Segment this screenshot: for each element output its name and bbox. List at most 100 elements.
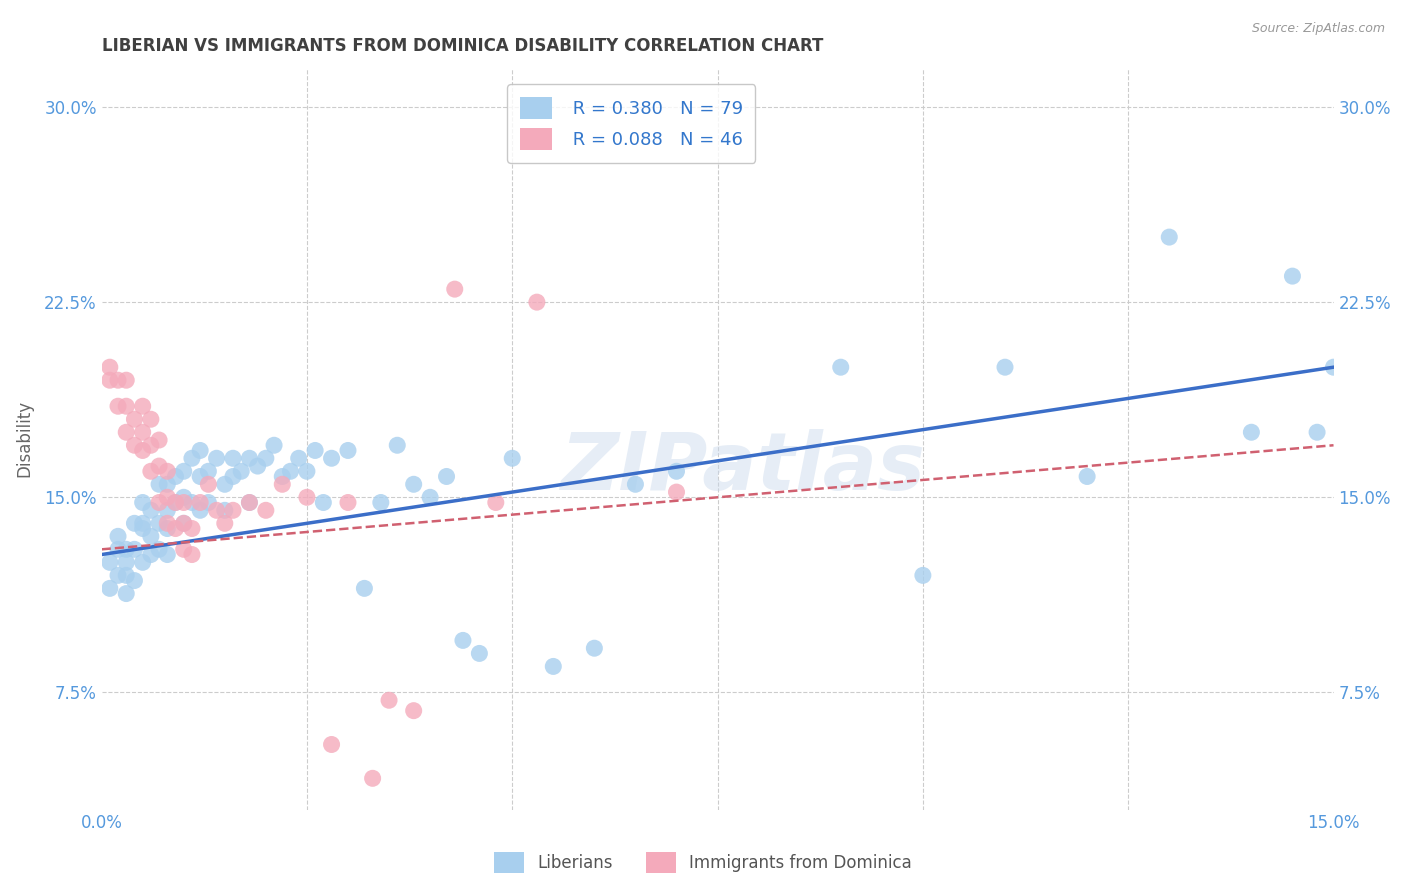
Point	[165, 522, 187, 536]
Point	[115, 425, 138, 440]
Point	[188, 443, 211, 458]
Point	[295, 491, 318, 505]
Point	[271, 469, 294, 483]
Point	[197, 495, 219, 509]
Point	[98, 360, 121, 375]
Point	[173, 464, 195, 478]
Point	[624, 477, 647, 491]
Point	[231, 464, 253, 478]
Point	[131, 522, 153, 536]
Text: Source: ZipAtlas.com: Source: ZipAtlas.com	[1251, 22, 1385, 36]
Point	[246, 459, 269, 474]
Point	[222, 469, 245, 483]
Point	[115, 542, 138, 557]
Point	[139, 412, 162, 426]
Point	[214, 516, 236, 531]
Point	[156, 503, 179, 517]
Point	[98, 582, 121, 596]
Point	[312, 495, 335, 509]
Point	[173, 516, 195, 531]
Point	[115, 373, 138, 387]
Point	[124, 516, 146, 531]
Point	[165, 495, 187, 509]
Point	[370, 495, 392, 509]
Point	[107, 529, 129, 543]
Point	[254, 503, 277, 517]
Point	[181, 495, 204, 509]
Point	[353, 582, 375, 596]
Point	[131, 516, 153, 531]
Point	[321, 738, 343, 752]
Point	[165, 469, 187, 483]
Point	[139, 503, 162, 517]
Point	[156, 491, 179, 505]
Point	[131, 555, 153, 569]
Point	[115, 586, 138, 600]
Point	[181, 522, 204, 536]
Point	[361, 772, 384, 786]
Point	[156, 548, 179, 562]
Point	[139, 438, 162, 452]
Point	[165, 495, 187, 509]
Point	[107, 568, 129, 582]
Point	[107, 373, 129, 387]
Point	[98, 555, 121, 569]
Point	[336, 495, 359, 509]
Point	[139, 464, 162, 478]
Point	[304, 443, 326, 458]
Point	[911, 568, 934, 582]
Point	[214, 477, 236, 491]
Point	[665, 464, 688, 478]
Point	[378, 693, 401, 707]
Point	[419, 491, 441, 505]
Point	[173, 495, 195, 509]
Point	[173, 516, 195, 531]
Point	[107, 542, 129, 557]
Point	[1076, 469, 1098, 483]
Text: LIBERIAN VS IMMIGRANTS FROM DOMINICA DISABILITY CORRELATION CHART: LIBERIAN VS IMMIGRANTS FROM DOMINICA DIS…	[101, 37, 823, 55]
Point	[238, 495, 260, 509]
Point	[238, 451, 260, 466]
Point	[402, 704, 425, 718]
Point	[156, 477, 179, 491]
Point	[1240, 425, 1263, 440]
Point	[131, 399, 153, 413]
Point	[665, 485, 688, 500]
Point	[173, 491, 195, 505]
Point	[197, 464, 219, 478]
Point	[238, 495, 260, 509]
Point	[115, 555, 138, 569]
Point	[148, 542, 170, 557]
Point	[115, 399, 138, 413]
Point	[271, 477, 294, 491]
Point	[205, 503, 228, 517]
Point	[205, 451, 228, 466]
Point	[124, 438, 146, 452]
Point	[1322, 360, 1344, 375]
Point	[994, 360, 1017, 375]
Point	[148, 495, 170, 509]
Point	[402, 477, 425, 491]
Point	[1306, 425, 1329, 440]
Point	[336, 443, 359, 458]
Point	[98, 373, 121, 387]
Point	[443, 282, 465, 296]
Point	[115, 568, 138, 582]
Point	[124, 574, 146, 588]
Point	[321, 451, 343, 466]
Point	[131, 425, 153, 440]
Point	[287, 451, 309, 466]
Point	[583, 641, 606, 656]
Point	[214, 503, 236, 517]
Point	[131, 443, 153, 458]
Legend:  R = 0.380   N = 79,  R = 0.088   N = 46: R = 0.380 N = 79, R = 0.088 N = 46	[508, 85, 755, 162]
Point	[254, 451, 277, 466]
Point	[188, 503, 211, 517]
Point	[139, 529, 162, 543]
Y-axis label: Disability: Disability	[15, 401, 32, 477]
Point	[295, 464, 318, 478]
Point	[188, 495, 211, 509]
Point	[148, 433, 170, 447]
Point	[485, 495, 508, 509]
Point	[436, 469, 458, 483]
